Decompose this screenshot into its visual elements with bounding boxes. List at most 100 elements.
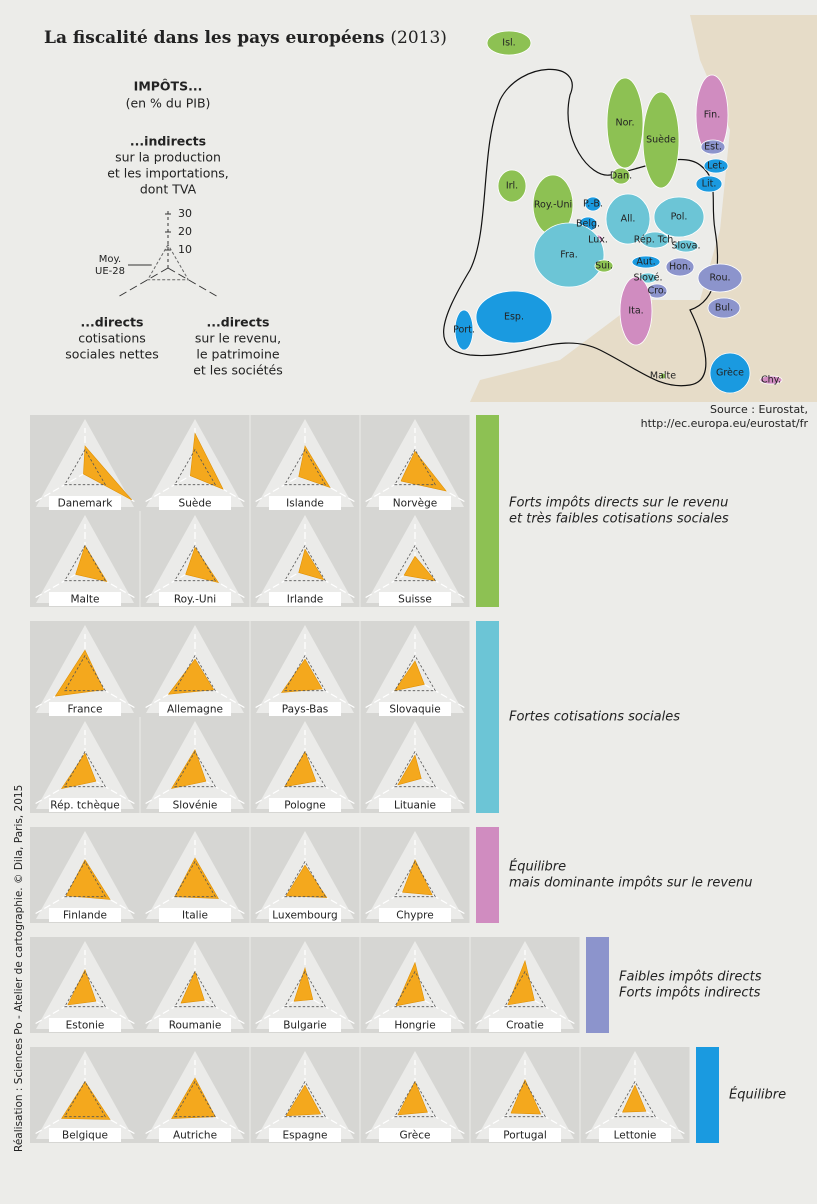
average-triangle — [64, 654, 106, 692]
map-country — [619, 276, 653, 346]
country-label-box — [159, 1128, 231, 1142]
country-triangle — [298, 445, 331, 488]
legend-subheading: (en % du PIB) — [126, 96, 211, 111]
country-triangle — [395, 961, 425, 1007]
country-label-box — [269, 1018, 341, 1032]
average-triangle — [64, 970, 106, 1008]
map-country — [584, 196, 602, 212]
map-country — [673, 239, 699, 253]
average-triangle — [64, 448, 106, 486]
average-triangle — [284, 544, 326, 582]
map-label: Lux. — [588, 235, 608, 246]
country-label-box — [269, 1128, 341, 1142]
map-label: Cro. — [648, 286, 667, 297]
country-triangle — [167, 658, 215, 695]
country-triangle — [507, 959, 535, 1006]
map-country — [703, 158, 729, 174]
map-country — [697, 263, 743, 293]
country-name: Roy.-Uni — [174, 594, 216, 606]
map-country — [700, 139, 726, 155]
legend-left: sociales nettes — [65, 347, 158, 362]
map-label: Aut. — [636, 257, 655, 268]
average-triangle — [64, 860, 106, 898]
country-label-box — [379, 702, 451, 716]
group-label: Fortes cotisations sociales — [509, 710, 680, 725]
country-triangle — [397, 1080, 428, 1116]
country-name: Allemagne — [167, 704, 223, 716]
average-triangle — [284, 750, 326, 788]
group-label: Équilibre — [729, 1087, 786, 1103]
country-label-box — [49, 496, 121, 510]
zone-outline — [443, 68, 719, 387]
title-year: (2013) — [390, 28, 447, 48]
country-name: Roumanie — [169, 1020, 222, 1032]
country-name: Espagne — [283, 1130, 328, 1142]
average-triangle — [174, 1080, 216, 1118]
legend-axis — [167, 267, 221, 299]
map-country — [497, 169, 527, 203]
map-label: Slové. — [634, 273, 663, 284]
map-label: Chy. — [761, 375, 781, 386]
legend-axis — [115, 267, 169, 299]
cell-axis — [252, 568, 306, 600]
cell-axis — [252, 472, 306, 504]
average-triangle — [284, 970, 326, 1008]
country-name: Rép. tchèque — [50, 800, 119, 812]
country-triangle — [67, 969, 97, 1006]
legend-top: dont TVA — [140, 182, 197, 197]
country-label-box — [379, 798, 451, 812]
map-country — [640, 231, 670, 249]
map-country — [759, 375, 783, 385]
legend-left: ...directs — [81, 315, 144, 330]
country-triangle — [510, 1079, 542, 1115]
legend-right: sur le revenu, — [195, 331, 281, 346]
map-label: P.-B. — [583, 199, 603, 210]
map-label: Slova. — [672, 241, 701, 252]
country-triangle — [171, 749, 207, 789]
map-country — [631, 255, 661, 269]
country-label-box — [599, 1128, 671, 1142]
legend-left: cotisations — [78, 331, 146, 346]
title: La fiscalité dans les pays européens (201… — [44, 28, 447, 48]
map-label: Nor. — [616, 118, 635, 129]
country-triangle — [174, 857, 219, 899]
legend-average-label: UE-28 — [95, 266, 125, 277]
group-label: Faibles impôts directs — [619, 970, 762, 985]
country-triangle — [61, 1081, 111, 1120]
country-label-box — [49, 702, 121, 716]
country-name: Pologne — [284, 800, 326, 812]
map-country — [486, 30, 532, 56]
country-name: Autriche — [173, 1130, 217, 1142]
map-label: Dan. — [610, 171, 632, 182]
country-label-box — [49, 1128, 121, 1142]
map-label: Isl. — [502, 38, 515, 49]
country-name: Italie — [182, 910, 208, 922]
country-name: Croatie — [506, 1020, 544, 1032]
country-label-box — [379, 496, 451, 510]
map-label: Belg. — [576, 219, 600, 230]
country-triangle — [185, 546, 220, 583]
average-triangle — [174, 860, 216, 898]
country-label-box — [159, 496, 231, 510]
country-name: Slovaquie — [389, 704, 440, 716]
country-triangle — [75, 544, 108, 583]
cell-axis — [414, 774, 468, 806]
country-label-box — [49, 1018, 121, 1032]
country-name: Irlande — [287, 594, 324, 606]
average-triangle — [64, 750, 106, 788]
country-triangle — [293, 966, 314, 1002]
average-triangle — [614, 1080, 656, 1118]
legend-heading: IMPÔTS... — [134, 79, 203, 94]
map-label: Suède — [646, 135, 676, 146]
country-name: Lituanie — [394, 800, 436, 812]
group-label: Forts impôts directs sur le revenu — [509, 496, 728, 511]
map-label: Est. — [704, 142, 722, 153]
map-country — [454, 309, 474, 351]
map-label: Ita. — [628, 306, 643, 317]
average-triangle — [504, 970, 546, 1008]
country-triangle — [180, 970, 205, 1004]
average-triangle — [284, 860, 326, 898]
legend-tick-label: 10 — [178, 243, 192, 256]
country-label-box — [379, 908, 451, 922]
